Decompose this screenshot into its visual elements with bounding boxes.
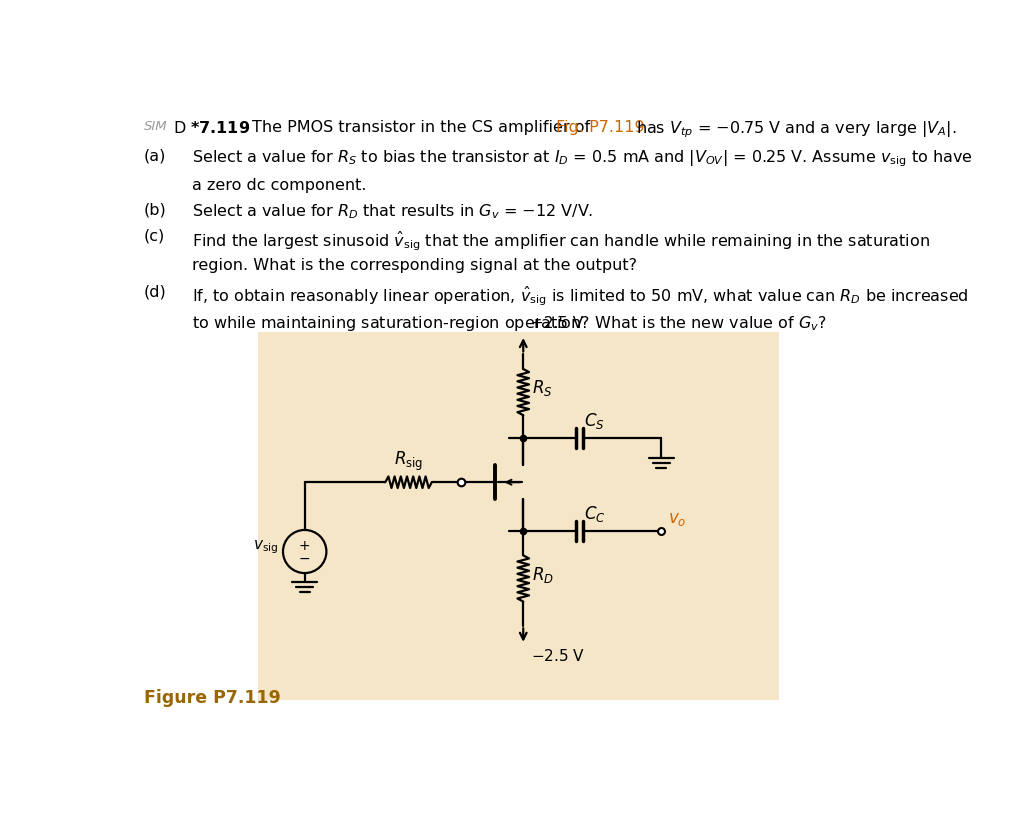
Text: Find the largest sinusoid $\hat{v}_\mathrm{sig}$ that the amplifier can handle w: Find the largest sinusoid $\hat{v}_\math… <box>191 229 930 253</box>
Text: $C_C$: $C_C$ <box>584 504 605 523</box>
Text: $R_\mathrm{sig}$: $R_\mathrm{sig}$ <box>394 450 423 473</box>
Text: (a): (a) <box>143 149 166 164</box>
Text: $-$2.5 V: $-$2.5 V <box>531 648 585 664</box>
Text: (d): (d) <box>143 284 166 300</box>
Text: has $V_{tp}$ = $-$0.75 V and a very large $|V_A|$.: has $V_{tp}$ = $-$0.75 V and a very larg… <box>636 119 956 140</box>
Text: $R_S$: $R_S$ <box>531 379 552 398</box>
Text: Select a value for $R_S$ to bias the transistor at $I_D$ = 0.5 mA and $|V_{OV}|$: Select a value for $R_S$ to bias the tra… <box>191 149 973 170</box>
Text: The PMOS transistor in the CS amplifier of: The PMOS transistor in the CS amplifier … <box>252 119 590 134</box>
Text: region. What is the corresponding signal at the output?: region. What is the corresponding signal… <box>191 258 637 273</box>
Text: −: − <box>299 551 310 565</box>
Text: $v_\mathrm{sig}$: $v_\mathrm{sig}$ <box>253 538 279 556</box>
Text: $C_S$: $C_S$ <box>584 412 604 431</box>
Text: Select a value for $R_D$ that results in $G_v$ = $-$12 V/V.: Select a value for $R_D$ that results in… <box>191 202 593 221</box>
Text: $R_D$: $R_D$ <box>531 565 554 584</box>
Text: If, to obtain reasonably linear operation, $\hat{v}_\mathrm{sig}$ is limited to : If, to obtain reasonably linear operatio… <box>191 284 969 308</box>
Text: Fig. P7.119: Fig. P7.119 <box>556 119 644 134</box>
Text: to while maintaining saturation-region operation? What is the new value of $G_v$: to while maintaining saturation-region o… <box>191 314 826 332</box>
Text: $v_o$: $v_o$ <box>669 509 686 528</box>
Text: +: + <box>299 539 310 553</box>
Text: a zero dc component.: a zero dc component. <box>191 178 366 193</box>
Bar <box>258 332 779 700</box>
Text: (c): (c) <box>143 229 165 244</box>
Text: +2.5 V: +2.5 V <box>531 315 583 331</box>
Text: Figure P7.119: Figure P7.119 <box>143 689 281 707</box>
Text: D $\mathbf{*7.119}$: D $\mathbf{*7.119}$ <box>173 119 250 136</box>
Text: SIM: SIM <box>143 119 167 133</box>
Text: (b): (b) <box>143 202 166 218</box>
